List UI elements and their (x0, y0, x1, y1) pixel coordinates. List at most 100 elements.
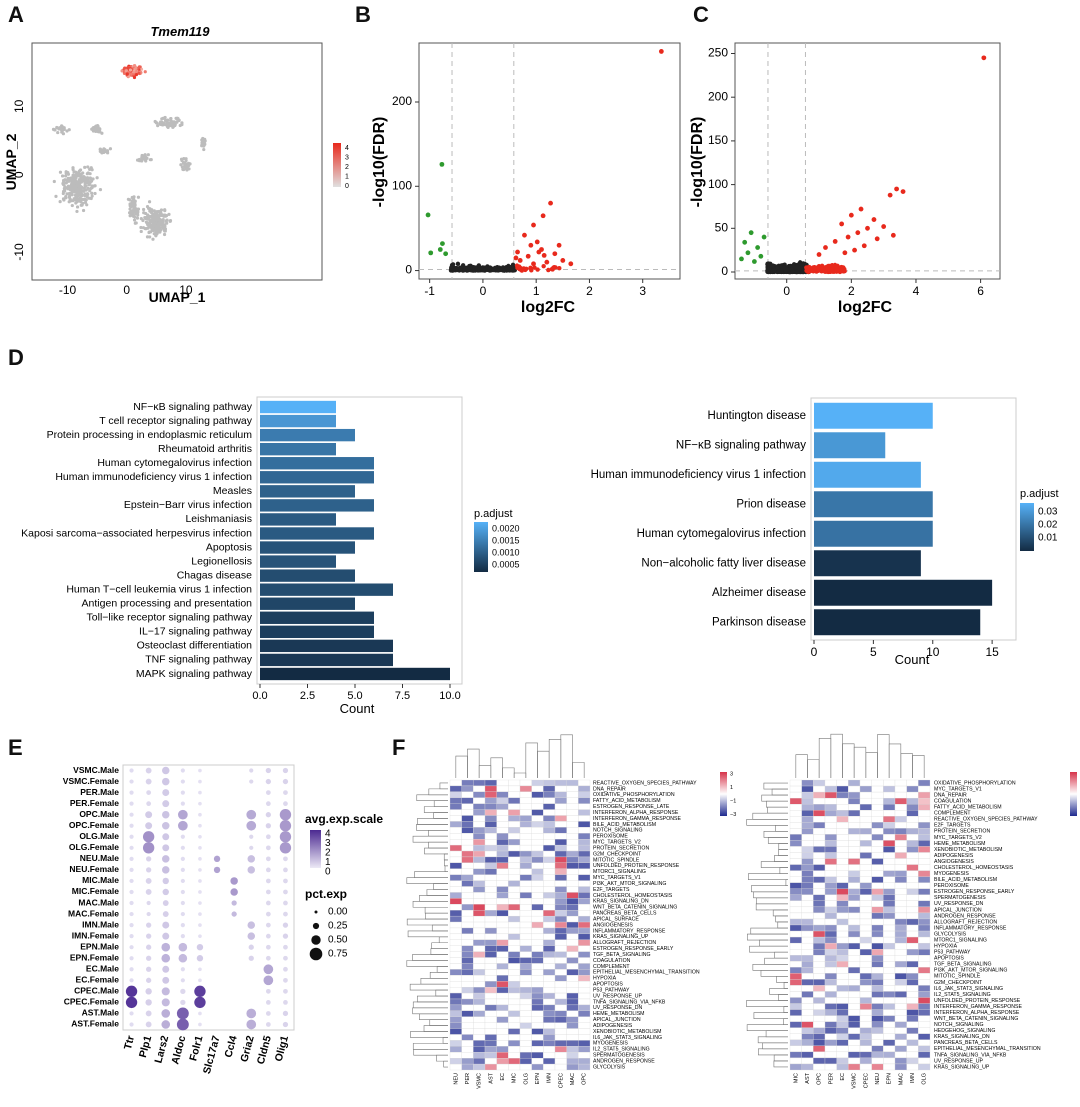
heatmap-cell (461, 844, 474, 852)
group-label: EPN.Female (70, 952, 119, 962)
heatmap-cell (473, 868, 486, 875)
category-label: Apoptosis (206, 541, 252, 553)
heatmap-cell (496, 785, 509, 792)
heatmap-cell (789, 1033, 802, 1040)
heatmap-cell (449, 1028, 462, 1035)
category-label: Human cytomegalovirus infection (637, 528, 806, 540)
row-label: PANCREAS_BETA_CELLS (934, 1040, 998, 1046)
heatmap-cell (566, 998, 579, 1006)
dendrogram-branch (416, 794, 448, 802)
heatmap-cell (801, 1057, 814, 1065)
expression-dot (129, 856, 134, 861)
category-label: Legionellosis (191, 555, 252, 567)
expression-dot (198, 978, 202, 983)
heatmap-cell (519, 886, 532, 893)
umap-cell (67, 191, 72, 196)
heatmap-cell (836, 852, 849, 859)
gene-label: Aldoc (169, 1034, 188, 1065)
heatmap-cell (566, 986, 579, 994)
heatmap-cell (883, 1009, 896, 1016)
heatmap-cell (449, 1022, 462, 1029)
heatmap-cell (531, 904, 544, 911)
heatmap-cell (531, 945, 544, 952)
heatmap-cell (824, 834, 837, 841)
heatmap-cell (473, 827, 486, 834)
heatmap-cell (508, 933, 521, 940)
y-axis-label: -log10(FDR) (371, 117, 388, 208)
dendrogram-branch (433, 800, 448, 807)
volcano-point-ns (781, 265, 786, 271)
heatmap-cell (531, 921, 544, 929)
bar (260, 625, 374, 639)
column-label: EC (840, 1073, 846, 1081)
heatmap-cell (789, 979, 802, 986)
heatmap-cell (789, 1039, 802, 1046)
heatmap-cell (918, 906, 931, 914)
umap-cell (87, 183, 91, 187)
heatmap-cell (871, 967, 884, 974)
heatmap-cell (813, 1039, 826, 1046)
expression-dot (283, 856, 288, 862)
expression-dot (180, 790, 185, 795)
heatmap-cell (484, 1052, 497, 1059)
heatmap-cell (848, 822, 861, 829)
heatmap-cell (566, 1063, 579, 1071)
expression-dot (162, 789, 170, 797)
dendrogram-branch (502, 767, 515, 778)
heatmap-cell (578, 921, 591, 929)
expression-dot (283, 867, 288, 873)
volcano-point-up (890, 232, 896, 238)
up-points (804, 55, 987, 275)
heatmap-cell (871, 912, 884, 920)
heatmap-cell (566, 898, 579, 905)
heatmap-cell (871, 828, 884, 835)
heatmap-cell (824, 912, 837, 920)
heatmap-cell (473, 821, 486, 828)
heatmap-cell (461, 957, 474, 964)
heatmap-cell (543, 856, 556, 864)
heatmap-cell (508, 1063, 521, 1071)
heatmap-cell (848, 888, 861, 895)
heatmap-cell (578, 821, 591, 828)
heatmap-cell (496, 827, 509, 834)
expression-dot (161, 942, 171, 952)
expression-dot (198, 779, 202, 784)
heatmap-cell (813, 870, 826, 877)
heatmap-cell (484, 992, 497, 1000)
heatmap-cell (871, 834, 884, 841)
dendrogram-branch (425, 912, 448, 920)
heatmap-cell (836, 942, 849, 950)
heatmap-cell (894, 1063, 907, 1071)
heatmap-cell (906, 912, 919, 920)
heatmap-cell (578, 833, 591, 840)
volcano-point-down (755, 245, 761, 250)
heatmap-cell (836, 1003, 849, 1010)
heatmap-cell (496, 1034, 509, 1041)
row-label: PROTEIN_SECRETION (593, 845, 649, 851)
heatmap-cell (496, 1046, 509, 1053)
heatmap-cell (543, 963, 556, 970)
heatmap-cell (883, 804, 896, 811)
heatmap-cell (801, 876, 814, 883)
umap-cell (80, 197, 84, 202)
heatmap-cell (871, 1039, 884, 1046)
umap-cell (71, 182, 75, 186)
heatmap-cell (906, 779, 919, 787)
heatmap-cell (461, 815, 474, 822)
heatmap-cell (449, 791, 462, 798)
heatmap-cell (871, 1021, 884, 1028)
umap-cell (59, 127, 64, 132)
heatmap-cell (496, 915, 509, 923)
volcano-point-ns (466, 266, 472, 271)
heatmap-cell (531, 1028, 544, 1035)
dendrogram-branch (865, 752, 878, 778)
legend-title: p.adjust (474, 508, 513, 520)
heatmap-cell (859, 1009, 872, 1016)
row-label: XENOBIOTIC_METABOLISM (934, 847, 1003, 853)
bar (260, 555, 336, 568)
heatmap-cell (566, 791, 579, 798)
heatmap-cell (543, 1063, 556, 1071)
heatmap-cell (578, 827, 591, 834)
expression-dot (249, 779, 254, 784)
dendrogram-branch (753, 1012, 788, 1019)
